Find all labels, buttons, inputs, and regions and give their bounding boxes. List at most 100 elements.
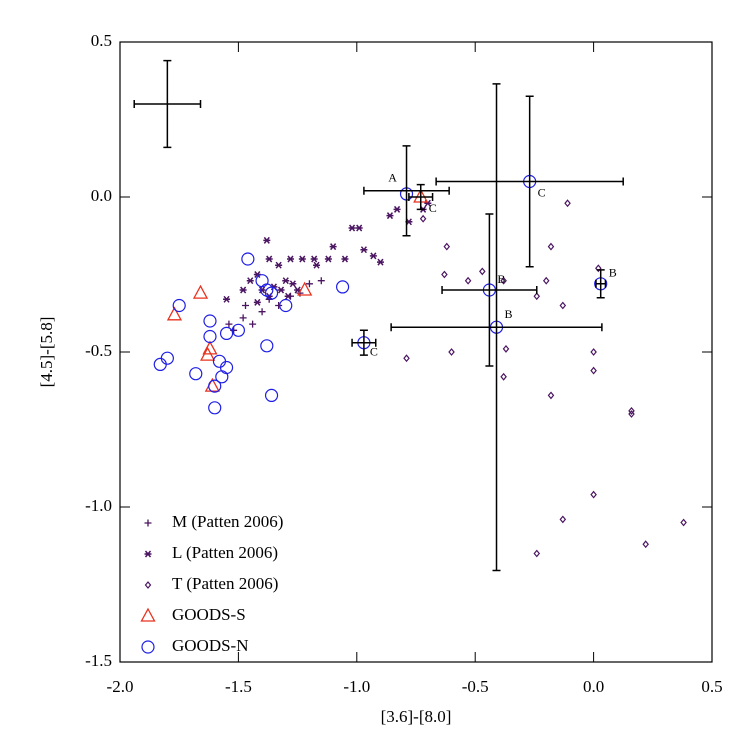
- x-tick-label: 0.5: [701, 677, 722, 696]
- data-point: [286, 255, 294, 263]
- data-point: [258, 308, 266, 316]
- data-point: [263, 236, 271, 244]
- data-point: [242, 302, 250, 309]
- data-point: [680, 518, 687, 527]
- data-point: [153, 357, 167, 371]
- x-tick-label: -2.0: [107, 677, 134, 696]
- data-point: [298, 255, 306, 263]
- data-point: [166, 306, 183, 321]
- data-point: [289, 280, 297, 288]
- data-point: [386, 212, 394, 220]
- data-point: [500, 372, 507, 381]
- data-point: [547, 242, 555, 251]
- data-point: [208, 401, 222, 415]
- y-tick-label: -0.5: [85, 341, 112, 360]
- data-point: [348, 224, 356, 232]
- x-tick-label: -1.5: [225, 677, 252, 696]
- data-point: [324, 255, 332, 263]
- data-point: [341, 255, 349, 263]
- data-point: [239, 286, 247, 294]
- data-point: [192, 284, 209, 299]
- data-point: [317, 277, 325, 285]
- data-point: [628, 406, 635, 415]
- x-tick-label: -0.5: [462, 677, 489, 696]
- data-point: [305, 280, 313, 288]
- data-point: [500, 276, 507, 285]
- data-point: [260, 339, 274, 353]
- data-point: [329, 243, 337, 251]
- legend-marker: [144, 581, 152, 589]
- data-point: [279, 298, 293, 313]
- error-bar-y: [359, 329, 368, 356]
- x-tick-label: -1.0: [343, 677, 370, 696]
- data-point: [310, 255, 318, 263]
- data-point: [403, 354, 410, 363]
- data-point: [443, 242, 451, 251]
- data-point: [595, 264, 602, 273]
- data-point: [208, 379, 222, 393]
- legend-label: T (Patten 2006): [172, 574, 278, 593]
- legend-marker: [141, 640, 155, 654]
- point-label: C: [370, 344, 378, 358]
- data-point: [642, 540, 649, 549]
- data-point: [264, 286, 279, 300]
- data-point: [275, 302, 283, 309]
- legend-label: GOODS-S: [172, 605, 246, 624]
- data-point: [369, 252, 377, 260]
- legend-marker: [140, 607, 156, 622]
- legend-label: M (Patten 2006): [172, 512, 283, 531]
- data-point: [590, 348, 597, 356]
- data-point: [360, 246, 368, 254]
- data-point: [628, 410, 635, 418]
- error-bar-y: [525, 95, 534, 268]
- data-point: [277, 286, 285, 294]
- data-point: [335, 280, 350, 294]
- data-point: [313, 261, 321, 269]
- data-point: [219, 360, 234, 375]
- error-bar-y: [163, 59, 172, 149]
- data-point: [203, 314, 217, 328]
- data-point: [202, 340, 218, 355]
- plot-frame: [119, 41, 713, 663]
- x-tick-label: 0.0: [583, 677, 604, 696]
- data-point: [533, 549, 541, 558]
- legend-marker: [144, 550, 152, 558]
- data-point: [241, 252, 255, 266]
- error-bar-y: [416, 183, 425, 211]
- data-point: [284, 292, 292, 300]
- point-label: B: [497, 272, 505, 286]
- data-point: [590, 366, 597, 375]
- data-point: [448, 348, 455, 356]
- data-point: [419, 214, 427, 223]
- data-point: [559, 515, 567, 524]
- data-point: [219, 326, 234, 340]
- x-axis-label: [3.6]-[8.0]: [381, 707, 452, 726]
- data-point: [355, 224, 363, 232]
- point-label: A: [388, 171, 397, 185]
- data-point: [172, 298, 186, 313]
- data-point: [258, 286, 266, 294]
- data-point: [547, 391, 555, 400]
- data-point: [246, 277, 254, 285]
- data-point: [212, 354, 227, 368]
- data-point: [225, 320, 233, 328]
- y-tick-label: 0.5: [91, 31, 112, 50]
- data-point: [253, 271, 261, 278]
- legend-label: L (Patten 2006): [172, 543, 278, 562]
- error-bar-y: [492, 83, 501, 572]
- data-point: [502, 344, 510, 353]
- data-point: [231, 323, 245, 337]
- data-point: [564, 199, 571, 208]
- error-bar-y: [596, 269, 605, 299]
- data-point: [275, 261, 283, 269]
- data-point: [160, 351, 174, 365]
- data-point: [393, 205, 401, 213]
- data-point: [479, 267, 486, 276]
- data-point: [282, 277, 290, 285]
- data-point: [223, 295, 231, 303]
- data-point: [189, 367, 203, 381]
- data-point: [253, 298, 261, 306]
- data-point: [376, 258, 384, 266]
- point-label: B: [609, 266, 617, 280]
